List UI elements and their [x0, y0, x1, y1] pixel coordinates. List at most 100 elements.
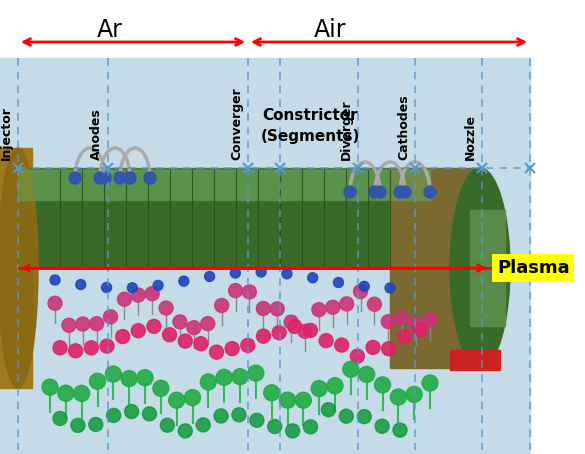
- Circle shape: [105, 366, 121, 382]
- Text: Air: Air: [314, 18, 346, 42]
- Circle shape: [128, 283, 137, 293]
- Circle shape: [125, 405, 139, 419]
- Circle shape: [178, 334, 192, 348]
- Circle shape: [84, 341, 98, 355]
- Circle shape: [173, 315, 187, 329]
- Circle shape: [215, 298, 229, 312]
- Ellipse shape: [0, 148, 38, 388]
- Circle shape: [118, 292, 132, 306]
- Circle shape: [216, 370, 232, 385]
- Circle shape: [423, 313, 437, 327]
- Circle shape: [395, 311, 410, 325]
- Circle shape: [116, 330, 130, 344]
- Circle shape: [312, 303, 326, 317]
- Text: (Segments): (Segments): [260, 129, 360, 144]
- Circle shape: [264, 385, 280, 401]
- Circle shape: [256, 267, 266, 277]
- Circle shape: [298, 325, 312, 338]
- Circle shape: [385, 283, 395, 293]
- Circle shape: [326, 300, 340, 314]
- Bar: [18, 200, 430, 268]
- Circle shape: [270, 302, 284, 316]
- Circle shape: [76, 317, 90, 331]
- Text: Anodes: Anodes: [90, 108, 103, 160]
- Circle shape: [242, 285, 256, 299]
- Circle shape: [50, 275, 60, 285]
- Circle shape: [409, 317, 423, 331]
- Circle shape: [353, 285, 367, 298]
- Text: Plasma: Plasma: [497, 259, 570, 277]
- Circle shape: [343, 361, 359, 377]
- Ellipse shape: [450, 168, 510, 368]
- Circle shape: [104, 310, 118, 324]
- Circle shape: [304, 420, 318, 434]
- Circle shape: [285, 424, 300, 438]
- Circle shape: [201, 316, 215, 331]
- Circle shape: [394, 186, 406, 198]
- Circle shape: [381, 315, 395, 329]
- Text: Diverger: Diverger: [340, 99, 353, 160]
- Circle shape: [393, 423, 407, 437]
- Circle shape: [374, 377, 391, 393]
- Circle shape: [62, 318, 76, 332]
- Circle shape: [90, 373, 105, 389]
- Circle shape: [163, 328, 177, 342]
- Circle shape: [256, 329, 270, 343]
- Circle shape: [248, 365, 264, 381]
- Circle shape: [339, 409, 353, 423]
- Circle shape: [256, 301, 270, 316]
- Circle shape: [145, 286, 159, 301]
- Circle shape: [184, 390, 201, 405]
- Circle shape: [160, 418, 174, 432]
- Circle shape: [381, 342, 395, 356]
- Circle shape: [89, 418, 103, 431]
- Circle shape: [144, 172, 156, 184]
- Circle shape: [369, 186, 381, 198]
- Circle shape: [194, 337, 208, 350]
- Text: Nozzle: Nozzle: [464, 114, 477, 160]
- Bar: [470, 210, 505, 326]
- Circle shape: [399, 186, 411, 198]
- Circle shape: [424, 186, 436, 198]
- Circle shape: [241, 338, 255, 352]
- Circle shape: [114, 172, 126, 184]
- Bar: [18, 168, 430, 268]
- Circle shape: [106, 409, 121, 422]
- Circle shape: [250, 413, 264, 427]
- Circle shape: [272, 326, 286, 340]
- Circle shape: [308, 273, 318, 283]
- Circle shape: [179, 276, 189, 286]
- Circle shape: [132, 288, 145, 302]
- Circle shape: [53, 411, 67, 425]
- Circle shape: [284, 315, 298, 329]
- Circle shape: [413, 323, 427, 337]
- Circle shape: [230, 268, 240, 278]
- Circle shape: [390, 389, 407, 405]
- Circle shape: [178, 424, 192, 438]
- Circle shape: [102, 282, 112, 292]
- Circle shape: [76, 280, 86, 290]
- Circle shape: [335, 338, 349, 352]
- Circle shape: [196, 418, 210, 432]
- Bar: [18, 170, 430, 200]
- Circle shape: [131, 324, 145, 338]
- Circle shape: [344, 186, 356, 198]
- Text: Cathodes: Cathodes: [397, 94, 410, 160]
- Circle shape: [340, 297, 354, 311]
- Circle shape: [200, 374, 216, 390]
- Circle shape: [153, 281, 163, 291]
- Text: Injector: Injector: [0, 106, 13, 160]
- Circle shape: [100, 339, 114, 353]
- Circle shape: [359, 366, 374, 382]
- Circle shape: [137, 370, 153, 385]
- Circle shape: [99, 172, 111, 184]
- Circle shape: [71, 419, 85, 432]
- Circle shape: [168, 392, 185, 408]
- Circle shape: [58, 385, 74, 401]
- Circle shape: [333, 277, 343, 287]
- Circle shape: [42, 379, 58, 395]
- Circle shape: [209, 345, 223, 359]
- Circle shape: [422, 375, 438, 391]
- Circle shape: [397, 330, 411, 344]
- Circle shape: [225, 341, 239, 355]
